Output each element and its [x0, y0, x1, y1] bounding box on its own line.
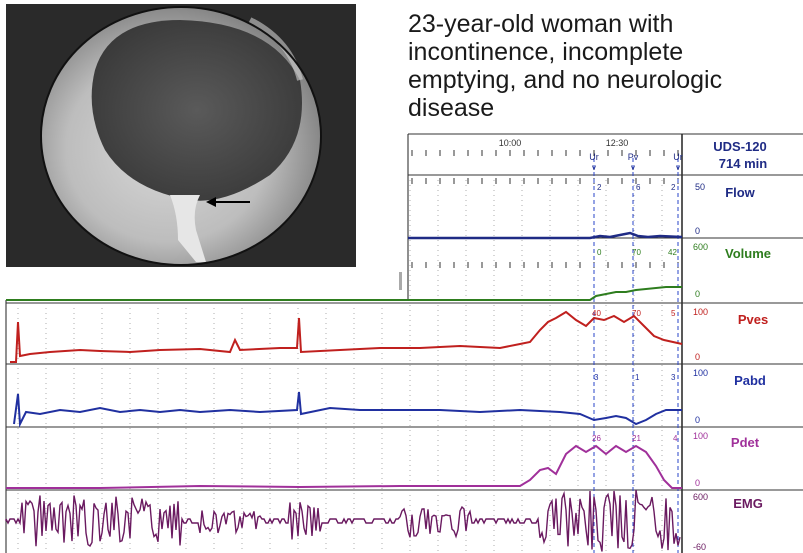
scale-labels: 50 0 600 0 100 0 100 0 100 0 600 -60: [693, 182, 708, 552]
readout-pabd-2: 1: [635, 373, 640, 382]
scale-bottom-flow: 0: [695, 226, 700, 236]
scale-top-pabd: 100: [693, 368, 708, 378]
scale-bottom-pdet: 0: [695, 478, 700, 488]
readout-pdet-3: 4: [673, 434, 678, 443]
volume-trace: [6, 286, 682, 301]
caption-line-3: emptying, and no neurologic: [408, 66, 723, 94]
channel-name-pdet: Pdet: [731, 435, 760, 450]
readout-pdet-1: 26: [592, 434, 601, 443]
channel-name-volume: Volume: [725, 246, 771, 261]
marker-readouts: 2 6 2 0 70 42 40 70 5 3 1 3 26 21 4: [592, 183, 678, 443]
scale-bottom-emg: -60: [693, 542, 706, 552]
caption-line-2: incontinence, incomplete: [408, 38, 684, 66]
caption-line-4: disease: [408, 94, 495, 122]
readout-flow-1: 2: [597, 183, 602, 192]
emg-signal-path: [5, 489, 681, 552]
pdet-trace: [6, 444, 682, 489]
duration-label: 714 min: [719, 156, 767, 171]
caption-line-1: 23-year-old woman with: [408, 10, 674, 38]
time-label-1230: 12:30: [606, 138, 629, 148]
channel-name-emg: EMG: [733, 496, 763, 511]
channel-name-flow: Flow: [725, 185, 755, 200]
scale-bottom-volume: 0: [695, 289, 700, 299]
readout-pdet-2: 21: [632, 434, 641, 443]
event-markers: Ur Pv Ur v v v: [589, 152, 683, 553]
readout-pabd-3: 3: [671, 373, 676, 382]
marker-label-ur-2: Ur: [673, 152, 683, 162]
scale-bottom-pves: 0: [695, 352, 700, 362]
caption-container: 23-year-old woman with incontinence, inc…: [408, 10, 798, 122]
scale-top-emg: 600: [693, 492, 708, 502]
readout-volume-3: 42: [668, 248, 677, 257]
readout-flow-2: 6: [636, 183, 641, 192]
emg-trace: [5, 489, 681, 552]
scale-top-flow: 50: [695, 182, 705, 192]
readout-volume-2: 70: [632, 248, 641, 257]
pves-trace: [10, 310, 683, 363]
grid-dots: [17, 175, 663, 553]
readout-pves-3: 5: [671, 309, 676, 318]
time-label-1000: 10:00: [499, 138, 522, 148]
readout-flow-3: 2: [671, 183, 676, 192]
readout-volume-1: 0: [597, 248, 602, 257]
fluoroscopy-image: [6, 4, 356, 267]
channel-name-pves: Pves: [738, 312, 768, 327]
scale-top-volume: 600: [693, 242, 708, 252]
marker-label-ur-1: Ur: [589, 152, 599, 162]
scale-bottom-pabd: 0: [695, 415, 700, 425]
scale-top-pdet: 100: [693, 431, 708, 441]
marker-chevron-3: v: [676, 163, 680, 172]
pabd-trace: [13, 391, 682, 428]
channel-name-pabd: Pabd: [734, 373, 766, 388]
channel-labels: Flow Volume Pves Pabd Pdet EMG: [725, 185, 771, 511]
scroll-marker: [399, 272, 402, 290]
readout-pves-1: 40: [592, 309, 601, 318]
tracing-panel: [5, 133, 803, 553]
readout-pves-2: 70: [632, 309, 641, 318]
marker-chevron-2: v: [631, 163, 635, 172]
system-label: UDS-120: [713, 139, 766, 154]
arrow-left-icon: [206, 197, 250, 207]
marker-chevron-1: v: [592, 163, 596, 172]
marker-label-pv: Pv: [628, 152, 639, 162]
figure-caption: 23-year-old woman with incontinence, inc…: [408, 10, 798, 122]
readout-pabd-1: 3: [594, 373, 599, 382]
scale-top-pves: 100: [693, 307, 708, 317]
flow-trace: [408, 231, 683, 240]
